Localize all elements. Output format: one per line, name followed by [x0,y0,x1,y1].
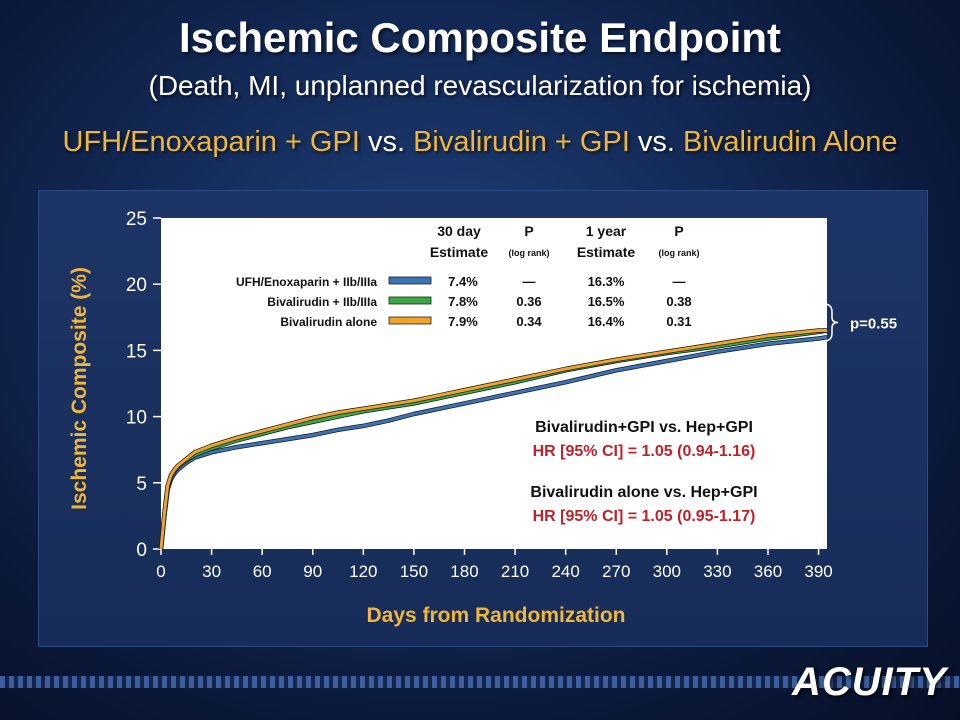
legend-30day-p: 0.34 [516,314,542,329]
legend-row-label: UFH/Enoxaparin + IIb/IIIa [236,275,377,289]
y-tick-label: 25 [126,209,147,230]
x-tick-label: 240 [551,562,579,581]
hr2-value: HR [95% CI] = 1.05 (0.95-1.17) [533,508,756,525]
legend-header-line2: (log rank) [508,248,549,258]
comparison-arm-bival-alone: Bivalirudin Alone [683,126,898,158]
comparison-line: UFH/Enoxaparin + GPI vs. Bivalirudin + G… [0,126,960,159]
hr1-value: HR [95% CI] = 1.05 (0.94-1.16) [533,443,756,460]
series-line-bivalirudin-alone [159,329,827,550]
legend-30day-p: — [523,274,536,289]
legend-1year-p: 0.31 [666,314,691,329]
chart-svg: 0 5 10 15 20 25 0 30 60 90 120 150 180 210 240 270 300 33… [68,209,897,627]
legend-header-line2: Estimate [430,244,489,260]
legend-1year-estimate: 16.4% [588,314,625,329]
x-tick-label: 150 [400,562,428,581]
legend-row-label: Bivalirudin + IIb/IIIa [267,295,377,309]
slide-subtitle: (Death, MI, unplanned revascularization … [148,70,812,101]
legend-swatch [388,296,432,305]
legend-swatch [388,276,432,285]
legend-1year-p: — [673,274,686,289]
x-tick-label: 390 [804,562,832,581]
y-tick-label: 5 [136,474,147,495]
x-tick-label: 180 [450,562,478,581]
footer-stripe [0,676,960,688]
y-axis-label: Ischemic Composite (%) [68,267,91,510]
y-tick-label: 20 [126,275,147,296]
comparison-arm-ufh: UFH/Enoxaparin + GPI [62,126,360,158]
legend-header-line2: Estimate [577,244,636,260]
legend-1year-p: 0.38 [666,294,691,309]
legend-30day-estimate: 7.8% [448,294,478,309]
x-tick-label: 330 [703,562,731,581]
legend-30day-estimate: 7.4% [448,274,478,289]
x-tick-label: 270 [602,562,630,581]
legend-header-line1: 30 day [437,223,481,239]
x-tick-label: 210 [501,562,529,581]
x-tick-label: 0 [156,562,165,581]
x-tick-label: 360 [754,562,782,581]
y-tick-label: 10 [126,408,147,429]
slide-title: Ischemic Composite Endpoint [178,14,782,61]
legend-row-label: Bivalirudin alone [280,315,377,329]
p-value-bracket [823,303,839,342]
x-axis-label: Days from Randomization [366,604,625,627]
y-tick-label: 15 [126,341,147,362]
x-tick-label: 120 [349,562,377,581]
chart-panel: 0 5 10 15 20 25 0 30 60 90 120 150 180 210 240 270 300 33… [38,190,928,647]
x-tick-label: 60 [253,562,272,581]
x-tick-label: 300 [653,562,681,581]
legend-header-line1: P [674,223,683,239]
acuity-logo: ACUITY [792,660,947,704]
legend-header-line1: 1 year [586,223,627,239]
x-tick-label: 90 [303,562,322,581]
x-tick-label: 30 [202,562,221,581]
legend-30day-estimate: 7.9% [448,314,478,329]
legend-30day-p: 0.36 [516,294,541,309]
comparison-arm-bival-gpi: Bivalirudin + GPI [413,126,630,158]
hr2-title: Bivalirudin alone vs. Hep+GPI [530,484,757,501]
legend-header-line1: P [524,223,533,239]
legend-header-line2: (log rank) [658,248,699,258]
bracket-p-value: p=0.55 [850,316,897,333]
y-tick-label: 0 [136,540,147,561]
comparison-separator-1: vs. [359,126,414,158]
legend-1year-estimate: 16.5% [588,294,625,309]
legend-swatch [388,316,432,325]
hr1-title: Bivalirudin+GPI vs. Hep+GPI [535,419,753,436]
comparison-separator-2: vs. [629,126,684,158]
legend-1year-estimate: 16.3% [588,274,625,289]
